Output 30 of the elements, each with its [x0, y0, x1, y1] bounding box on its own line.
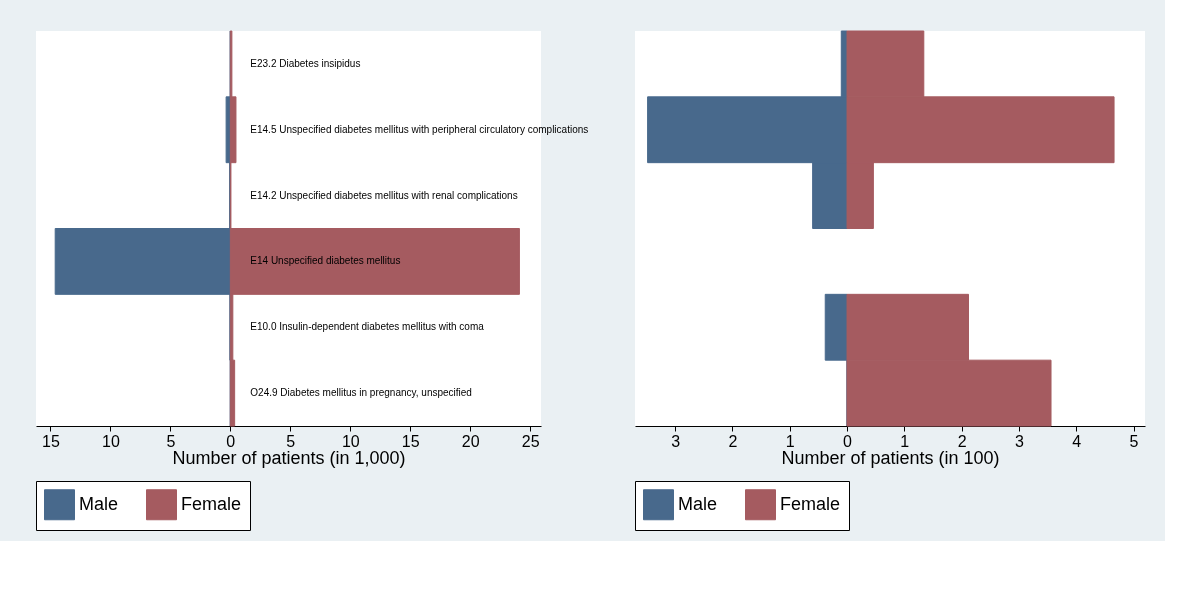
- legend-label: Male: [678, 493, 718, 514]
- x-tick-label: 20: [461, 432, 480, 450]
- x-tick-label: 3: [1014, 432, 1024, 450]
- y-tick-label: E23.2 Diabetes insipidus: [250, 57, 361, 69]
- x-tick-label: 5: [286, 432, 296, 450]
- x-tick-label: 2: [957, 432, 967, 450]
- y-tick-label: E14.5 Unspecified diabetes mellitus with peripheral circulatory complications: [250, 123, 589, 135]
- x-tick-label: 4: [1072, 432, 1082, 450]
- x-tick-label: 15: [42, 432, 60, 450]
- x-tick-label: 0: [843, 432, 853, 450]
- legend-label: Female: [181, 493, 242, 514]
- x-tick-label: 5: [1129, 432, 1139, 450]
- x-tick-label: 15: [401, 432, 420, 450]
- x-tick-label: 25: [521, 432, 540, 450]
- y-tick-label: E10.0 Insulin-dependent diabetes mellitus with coma: [250, 321, 485, 333]
- x-tick-label: 3: [671, 432, 681, 450]
- x-tick-label: 1: [900, 432, 910, 450]
- x-tick-label: 10: [341, 432, 360, 450]
- legend-label: Male: [79, 493, 119, 514]
- x-tick-label: 10: [101, 432, 120, 450]
- legend-label: Female: [780, 493, 841, 514]
- x-axis-title: Number of patients (in 1,000): [172, 447, 406, 468]
- x-tick-label: 1: [785, 432, 795, 450]
- x-tick-label: 2: [728, 432, 738, 450]
- y-tick-label: O24.9 Diabetes mellitus in pregnancy, unspecified: [250, 387, 472, 399]
- y-tick-label: E14 Unspecified diabetes mellitus: [250, 255, 401, 267]
- x-tick-label: 0: [226, 432, 236, 450]
- x-tick-label: 5: [166, 432, 176, 450]
- y-tick-label: E14.2 Unspecified diabetes mellitus with renal complications: [250, 189, 518, 201]
- x-axis-title: Number of patients (in 100): [781, 447, 1000, 468]
